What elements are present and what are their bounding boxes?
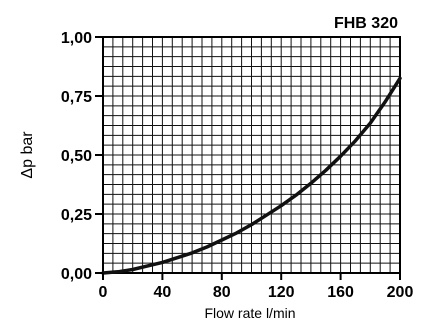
series-line [101, 76, 402, 275]
x-tick-label: 80 [213, 284, 231, 301]
series-group [101, 76, 402, 275]
x-tick-labels: 0 40 80 120 160 200 [99, 273, 414, 301]
x-tick-label: 40 [154, 284, 172, 301]
y-tick-labels: 0,00 0,25 0,50 0,75 1,00 [61, 30, 103, 283]
x-tick-label: 200 [387, 284, 414, 301]
y-axis-label: Δp bar [19, 131, 36, 179]
y-tick-label: 0,25 [61, 207, 92, 224]
grid [103, 37, 400, 273]
chart-title: FHB 320 [334, 15, 398, 32]
y-tick-label: 0,75 [61, 89, 92, 106]
x-tick-label: 120 [268, 284, 295, 301]
y-tick-label: 0,00 [61, 266, 92, 283]
x-axis-label: Flow rate l/min [204, 305, 295, 321]
x-tick-label: 0 [99, 284, 108, 301]
y-tick-label: 0,50 [61, 148, 92, 165]
y-tick-label: 1,00 [61, 30, 92, 47]
x-tick-label: 160 [327, 284, 354, 301]
